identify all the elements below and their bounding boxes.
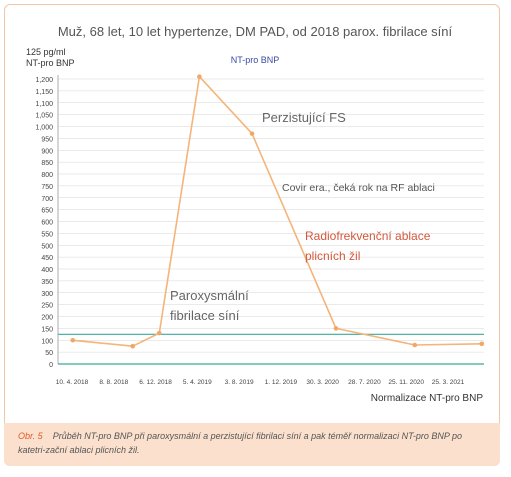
y-tick-label: 550 — [41, 231, 53, 238]
annotation-label: Radiofrekvenční ablace — [305, 229, 431, 243]
x-tick-label: 25. 11. 2020 — [388, 379, 424, 386]
x-tick-label: 10. 4. 2018 — [56, 379, 89, 386]
y-tick-label: 1,000 — [35, 125, 53, 132]
y-tick-label: 500 — [41, 243, 53, 250]
y-unit-label: 125 pg/ml — [26, 47, 66, 57]
y-tick-label: 600 — [41, 220, 53, 227]
y-tick-label: 250 — [41, 303, 53, 310]
y-tick-label: 850 — [41, 160, 53, 167]
y-tick-label: 100 — [41, 338, 53, 345]
y-tick-label: 450 — [41, 255, 53, 262]
data-point — [479, 341, 485, 347]
y-tick-label: 300 — [41, 291, 53, 298]
y-tick-label: 400 — [41, 267, 53, 274]
annotation-label: Paroxysmální — [170, 288, 249, 303]
y-tick-label: 950 — [41, 136, 53, 143]
y-tick-label: 750 — [41, 184, 53, 191]
y-tick-label: 1,200 — [35, 77, 53, 84]
data-point — [130, 343, 136, 349]
x-tick-label: 6. 12. 2018 — [139, 379, 172, 386]
y-tick-label: 150 — [41, 326, 53, 333]
data-point — [249, 131, 255, 136]
y-tick-label: 350 — [41, 279, 53, 286]
y-tick-label: 650 — [41, 208, 53, 215]
annotation-label: Covir era., čeká rok na RF ablaci — [282, 182, 435, 194]
x-tick-label: 5. 4. 2019 — [183, 379, 212, 386]
x-tick-label: 25. 3. 2021 — [432, 379, 465, 386]
y-tick-label: 800 — [41, 172, 53, 179]
x-tick-label: 28. 7. 2020 — [348, 379, 381, 386]
series-label: NT-pro BNP — [230, 55, 280, 65]
data-point — [156, 330, 162, 336]
x-axis-title: Normalizace NT-pro BNP — [370, 393, 483, 404]
x-tick-label: 8. 8. 2018 — [99, 379, 128, 386]
y-tick-label: 50 — [45, 350, 53, 357]
caption-text: Průběh NT-pro BNP při paroxysmální a per… — [18, 431, 463, 455]
chart-title: Muž, 68 let, 10 let hypertenze, DM PAD, … — [57, 24, 453, 39]
figure-caption: Obr. 5 Průběh NT-pro BNP při paroxysmální… — [4, 423, 500, 466]
x-tick-label: 30. 3. 2020 — [306, 379, 339, 386]
annotation-label: Perzistující FS — [262, 110, 346, 125]
x-tick-label: 3. 8. 2019 — [225, 379, 254, 386]
y-tick-label: 0 — [49, 362, 53, 369]
data-point — [70, 337, 76, 343]
data-point — [197, 74, 202, 79]
y-tick-label: 1,100 — [35, 101, 53, 108]
y-tick-label: 700 — [41, 196, 53, 203]
y-axis-title: NT-pro BNP — [26, 58, 75, 68]
y-tick-label: 1,150 — [35, 89, 53, 96]
y-tick-label: 1,050 — [35, 113, 53, 120]
data-point — [412, 342, 418, 348]
figure-frame — [4, 4, 500, 466]
y-tick-label: 900 — [41, 148, 53, 155]
series-line — [72, 75, 482, 347]
y-tick-label: 200 — [41, 315, 53, 322]
annotation-label: plicních žil — [305, 249, 360, 263]
data-point — [333, 326, 339, 331]
caption-number: Obr. 5 — [18, 431, 43, 441]
annotation-label: fibrilace síní — [170, 308, 240, 323]
x-tick-label: 1. 12. 2019 — [265, 379, 298, 386]
